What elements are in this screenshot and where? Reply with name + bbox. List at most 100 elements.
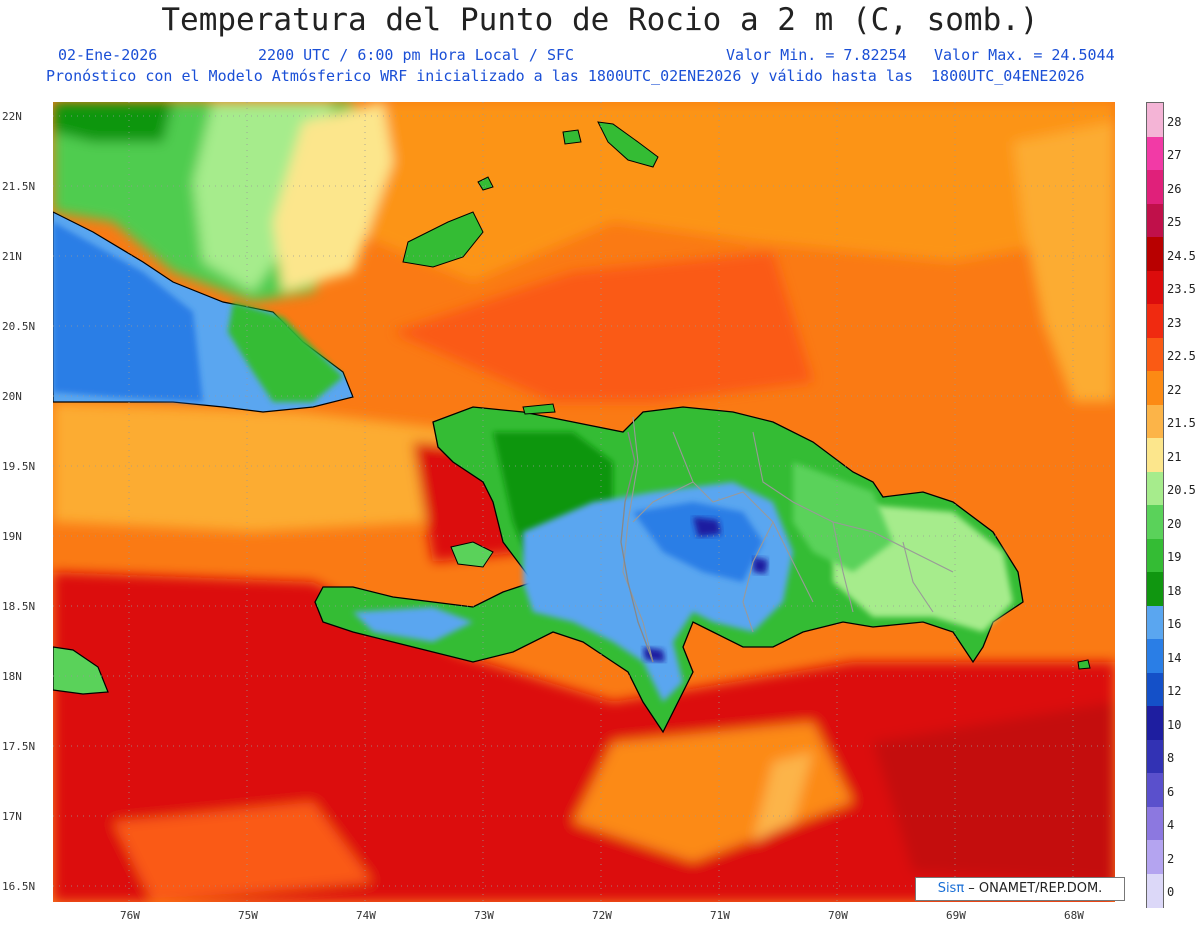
colorbar-segment bbox=[1147, 136, 1163, 171]
colorbar-label: 18 bbox=[1167, 583, 1182, 598]
colorbar bbox=[1146, 102, 1164, 908]
colorbar-segment bbox=[1147, 371, 1163, 405]
max-value: Valor Max. = 24.5044 bbox=[934, 46, 1115, 64]
credit-text: – ONAMET/REP.DOM. bbox=[964, 881, 1103, 896]
colorbar-label: 8 bbox=[1167, 751, 1175, 766]
lat-label: 21.5N bbox=[2, 180, 36, 193]
colorbar-segment bbox=[1147, 739, 1163, 774]
colorbar-label: 2 bbox=[1167, 851, 1175, 866]
colorbar-segment bbox=[1147, 672, 1163, 707]
colorbar-segment bbox=[1147, 237, 1163, 271]
colorbar-segment bbox=[1147, 840, 1163, 874]
colorbar-label: 10 bbox=[1167, 717, 1182, 732]
colorbar-label: 28 bbox=[1167, 114, 1182, 129]
north-red-orange bbox=[393, 252, 813, 402]
colorbar-segment bbox=[1147, 538, 1163, 573]
lon-label: 68W bbox=[1064, 909, 1084, 922]
colorbar-segment bbox=[1147, 337, 1163, 372]
colorbar-label: 25 bbox=[1167, 215, 1182, 230]
colorbar-label: 19 bbox=[1167, 550, 1182, 565]
lon-label: 69W bbox=[946, 909, 966, 922]
central-dark-blue-2 bbox=[753, 557, 768, 574]
bahamas-turks-caicos bbox=[597, 121, 659, 168]
lon-label: 71W bbox=[710, 909, 730, 922]
lat-label: 22N bbox=[2, 110, 22, 123]
central-deep-blue bbox=[633, 502, 763, 582]
colorbar-segment bbox=[1147, 505, 1163, 539]
province-borders bbox=[622, 416, 954, 663]
lat-lon-grid bbox=[53, 102, 1115, 902]
hispaniola-land bbox=[314, 406, 1024, 734]
cuba-east-green bbox=[228, 302, 343, 402]
north-orange-zone bbox=[353, 102, 1115, 282]
colorbar-segment bbox=[1147, 471, 1163, 506]
colorbar-label: 20 bbox=[1167, 516, 1182, 531]
cuba-land bbox=[53, 211, 354, 413]
lat-label: 18.5N bbox=[2, 600, 36, 613]
lat-label: 20N bbox=[2, 390, 22, 403]
colorbar-segment bbox=[1147, 873, 1163, 908]
colorbar-segment bbox=[1147, 203, 1163, 238]
east-light-orange bbox=[1013, 122, 1115, 402]
colorbar-label: 22 bbox=[1167, 382, 1182, 397]
bahamas-small-2 bbox=[562, 129, 582, 145]
map-title: Temperatura del Punto de Rocio a 2 m (C,… bbox=[161, 2, 1039, 38]
gonave-island bbox=[450, 541, 494, 568]
colorbar-label: 12 bbox=[1167, 684, 1182, 699]
colorbar-label: 24.5 bbox=[1167, 248, 1196, 263]
colorbar-segment bbox=[1147, 773, 1163, 807]
colorbar-label: 23.5 bbox=[1167, 282, 1196, 297]
colorbar-label: 6 bbox=[1167, 784, 1175, 799]
jamaica-land bbox=[53, 646, 109, 695]
tortuga-island bbox=[522, 403, 556, 415]
lon-label: 76W bbox=[120, 909, 140, 922]
colorbar-label: 27 bbox=[1167, 148, 1182, 163]
colorbar-segment bbox=[1147, 605, 1163, 640]
bahamas-small-1 bbox=[477, 176, 494, 191]
colorbar-label: 22.5 bbox=[1167, 349, 1196, 364]
lon-label: 73W bbox=[474, 909, 494, 922]
colorbar-label: 21 bbox=[1167, 449, 1182, 464]
lat-label: 17.5N bbox=[2, 740, 36, 753]
south-peninsula-blue bbox=[353, 607, 473, 642]
mona-island bbox=[1077, 659, 1091, 670]
cuba-blue bbox=[53, 222, 203, 402]
colorbar-segment bbox=[1147, 438, 1163, 472]
lat-label: 19.5N bbox=[2, 460, 36, 473]
yellow-streak-south bbox=[753, 752, 813, 842]
lon-label: 74W bbox=[356, 909, 376, 922]
colorbar-segment bbox=[1147, 706, 1163, 740]
lon-label: 75W bbox=[238, 909, 258, 922]
lon-label: 72W bbox=[592, 909, 612, 922]
colorbar-segment bbox=[1147, 103, 1163, 137]
colorbar-segment bbox=[1147, 639, 1163, 673]
central-dark-blue-1 bbox=[693, 517, 721, 537]
colorbar-segment bbox=[1147, 806, 1163, 841]
colorbar-segment bbox=[1147, 404, 1163, 439]
lat-label: 21N bbox=[2, 250, 22, 263]
lat-label: 16.5N bbox=[2, 880, 36, 893]
colorbar-segment bbox=[1147, 170, 1163, 204]
southwest-orange-patch bbox=[113, 802, 373, 902]
model-info: Pronóstico con el Modelo Atmósferico WRF… bbox=[46, 67, 1085, 85]
colorbar-label: 14 bbox=[1167, 650, 1182, 665]
lat-label: 17N bbox=[2, 810, 22, 823]
valid-time: 2200 UTC / 6:00 pm Hora Local / SFC bbox=[258, 46, 575, 64]
colorbar-label: 21.5 bbox=[1167, 416, 1196, 431]
colorbar-label: 0 bbox=[1167, 885, 1175, 900]
lat-label: 18N bbox=[2, 670, 22, 683]
colorbar-label: 4 bbox=[1167, 818, 1175, 833]
colorbar-segment bbox=[1147, 270, 1163, 305]
dewpoint-map bbox=[53, 102, 1115, 902]
haiti-dr-border bbox=[620, 431, 654, 663]
colorbar-segment bbox=[1147, 304, 1163, 338]
colorbar-label: 23 bbox=[1167, 315, 1182, 330]
nw-dark-green bbox=[53, 102, 173, 142]
east-green bbox=[793, 462, 893, 572]
sis-logo: Sisπ bbox=[937, 881, 965, 896]
bahamas-great-inagua bbox=[402, 211, 484, 268]
colorbar-label: 16 bbox=[1167, 617, 1182, 632]
lon-label: 70W bbox=[828, 909, 848, 922]
cuba-south-orange bbox=[53, 402, 473, 532]
lat-label: 19N bbox=[2, 530, 22, 543]
